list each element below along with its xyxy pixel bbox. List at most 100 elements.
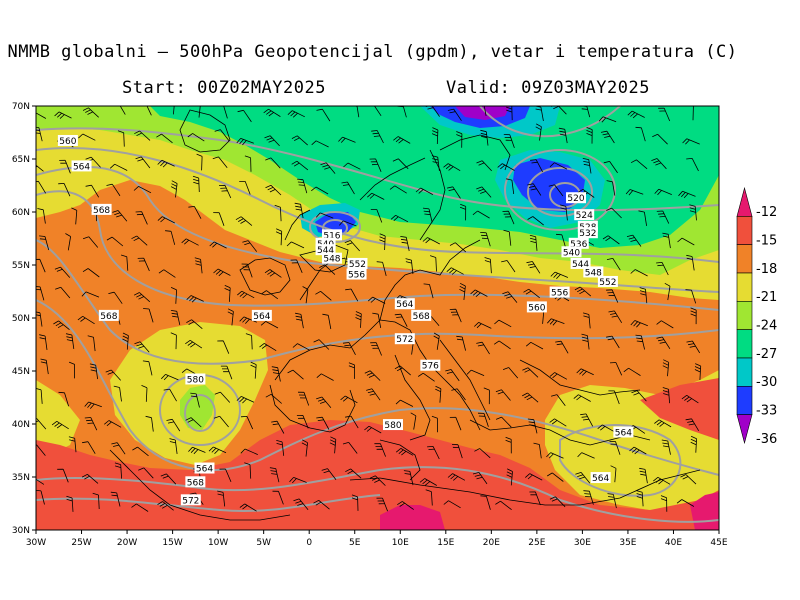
wind-barb	[82, 236, 99, 248]
wind-barb	[275, 228, 283, 246]
wind-barb	[581, 333, 590, 350]
wind-barb	[503, 229, 512, 246]
wind-barb	[546, 472, 564, 482]
wind-barb	[348, 362, 355, 379]
wind-barb	[240, 416, 254, 430]
wind-barb	[224, 285, 231, 302]
wind-barb	[311, 186, 329, 195]
contour-label: 580	[382, 419, 403, 431]
svg-text:564: 564	[592, 474, 609, 484]
wind-barb	[677, 237, 695, 246]
lon-tick-label: 20W	[117, 538, 137, 548]
wind-barb	[58, 183, 71, 197]
wind-barb	[219, 468, 232, 483]
wind-barb	[87, 335, 96, 352]
contour-label: 560	[526, 301, 547, 313]
wind-barb	[529, 234, 538, 251]
svg-text:576: 576	[422, 362, 439, 372]
wind-barb	[627, 110, 645, 119]
wind-barb	[111, 442, 126, 455]
wind-barb	[272, 490, 284, 505]
wind-barb	[390, 214, 409, 223]
wind-barb	[135, 211, 148, 225]
lat-tick-label: 55N	[12, 261, 30, 271]
wind-barb	[635, 334, 645, 350]
wind-barb	[260, 321, 279, 329]
wind-barb	[546, 452, 564, 459]
svg-text:560: 560	[59, 137, 76, 147]
wind-barb	[582, 158, 592, 174]
svg-text:532: 532	[579, 229, 596, 239]
lat-tick-label: 40N	[12, 420, 30, 430]
wind-barb	[36, 180, 47, 194]
wind-barb	[606, 180, 616, 196]
wind-barb	[446, 267, 464, 275]
svg-text:524: 524	[576, 211, 593, 221]
wind-barb	[259, 343, 277, 352]
wind-barb	[480, 232, 491, 247]
wind-barb	[431, 415, 438, 433]
wind-barb	[104, 420, 122, 428]
wind-barb	[39, 235, 50, 251]
wind-barb	[106, 236, 124, 247]
wind-barb	[371, 130, 384, 144]
wind-barb	[209, 241, 227, 249]
colorbar-segment	[736, 357, 753, 387]
wind-barb	[131, 235, 148, 246]
wind-barb	[405, 258, 414, 275]
wind-barb	[501, 260, 516, 273]
wind-barb	[196, 153, 203, 171]
wind-barb	[236, 396, 255, 404]
wind-barb	[316, 108, 331, 122]
wind-barb	[654, 188, 672, 196]
wind-barb	[476, 186, 492, 198]
wind-barb	[443, 163, 461, 172]
wind-barb	[57, 468, 69, 483]
contour-label: 564	[251, 309, 272, 322]
contour-label: 560	[57, 134, 78, 147]
wind-barb	[660, 495, 668, 512]
wind-barb	[580, 106, 591, 118]
contour-label: 552	[597, 275, 618, 288]
valid-time: Valid: 09Z03MAY2025	[446, 78, 650, 98]
wind-barb	[53, 320, 70, 331]
wind-barb	[654, 419, 672, 428]
wind-barb	[163, 388, 177, 402]
wind-barb	[681, 394, 699, 404]
wind-barb	[316, 396, 332, 408]
wind-barb	[120, 254, 129, 271]
wind-barb	[493, 340, 511, 350]
wind-barb	[364, 370, 381, 381]
wind-barb	[36, 478, 45, 485]
contour-label: 544	[570, 257, 591, 270]
wind-barb	[293, 498, 309, 511]
wind-barb	[141, 385, 148, 402]
wind-barb	[630, 159, 648, 170]
wind-barb	[548, 184, 564, 197]
lat-tick-label: 45N	[12, 367, 30, 377]
wind-barb	[522, 392, 539, 403]
contour-label: 544	[315, 244, 336, 256]
wind-barb	[600, 130, 615, 144]
contour-label: 572	[180, 494, 201, 506]
lat-tick-label: 65N	[12, 155, 30, 165]
wind-barb	[110, 491, 121, 507]
svg-text:580: 580	[187, 375, 204, 385]
wind-barb	[419, 478, 438, 486]
wind-barb	[506, 106, 513, 121]
wind-barb	[297, 391, 310, 406]
wind-barb	[271, 420, 285, 434]
lon-tick-label: 40E	[665, 538, 682, 548]
wind-barb	[685, 418, 700, 432]
wind-barb	[662, 359, 670, 377]
wind-barb	[235, 216, 253, 226]
wind-barb	[630, 320, 648, 328]
contour-label: 552	[347, 257, 368, 270]
wind-barb	[36, 258, 46, 273]
svg-text:564: 564	[253, 312, 270, 322]
wind-barb	[651, 158, 667, 170]
colorbar-segment	[736, 216, 753, 245]
wind-barb	[631, 390, 647, 402]
wind-barb	[54, 111, 72, 119]
wind-barb	[36, 286, 45, 301]
